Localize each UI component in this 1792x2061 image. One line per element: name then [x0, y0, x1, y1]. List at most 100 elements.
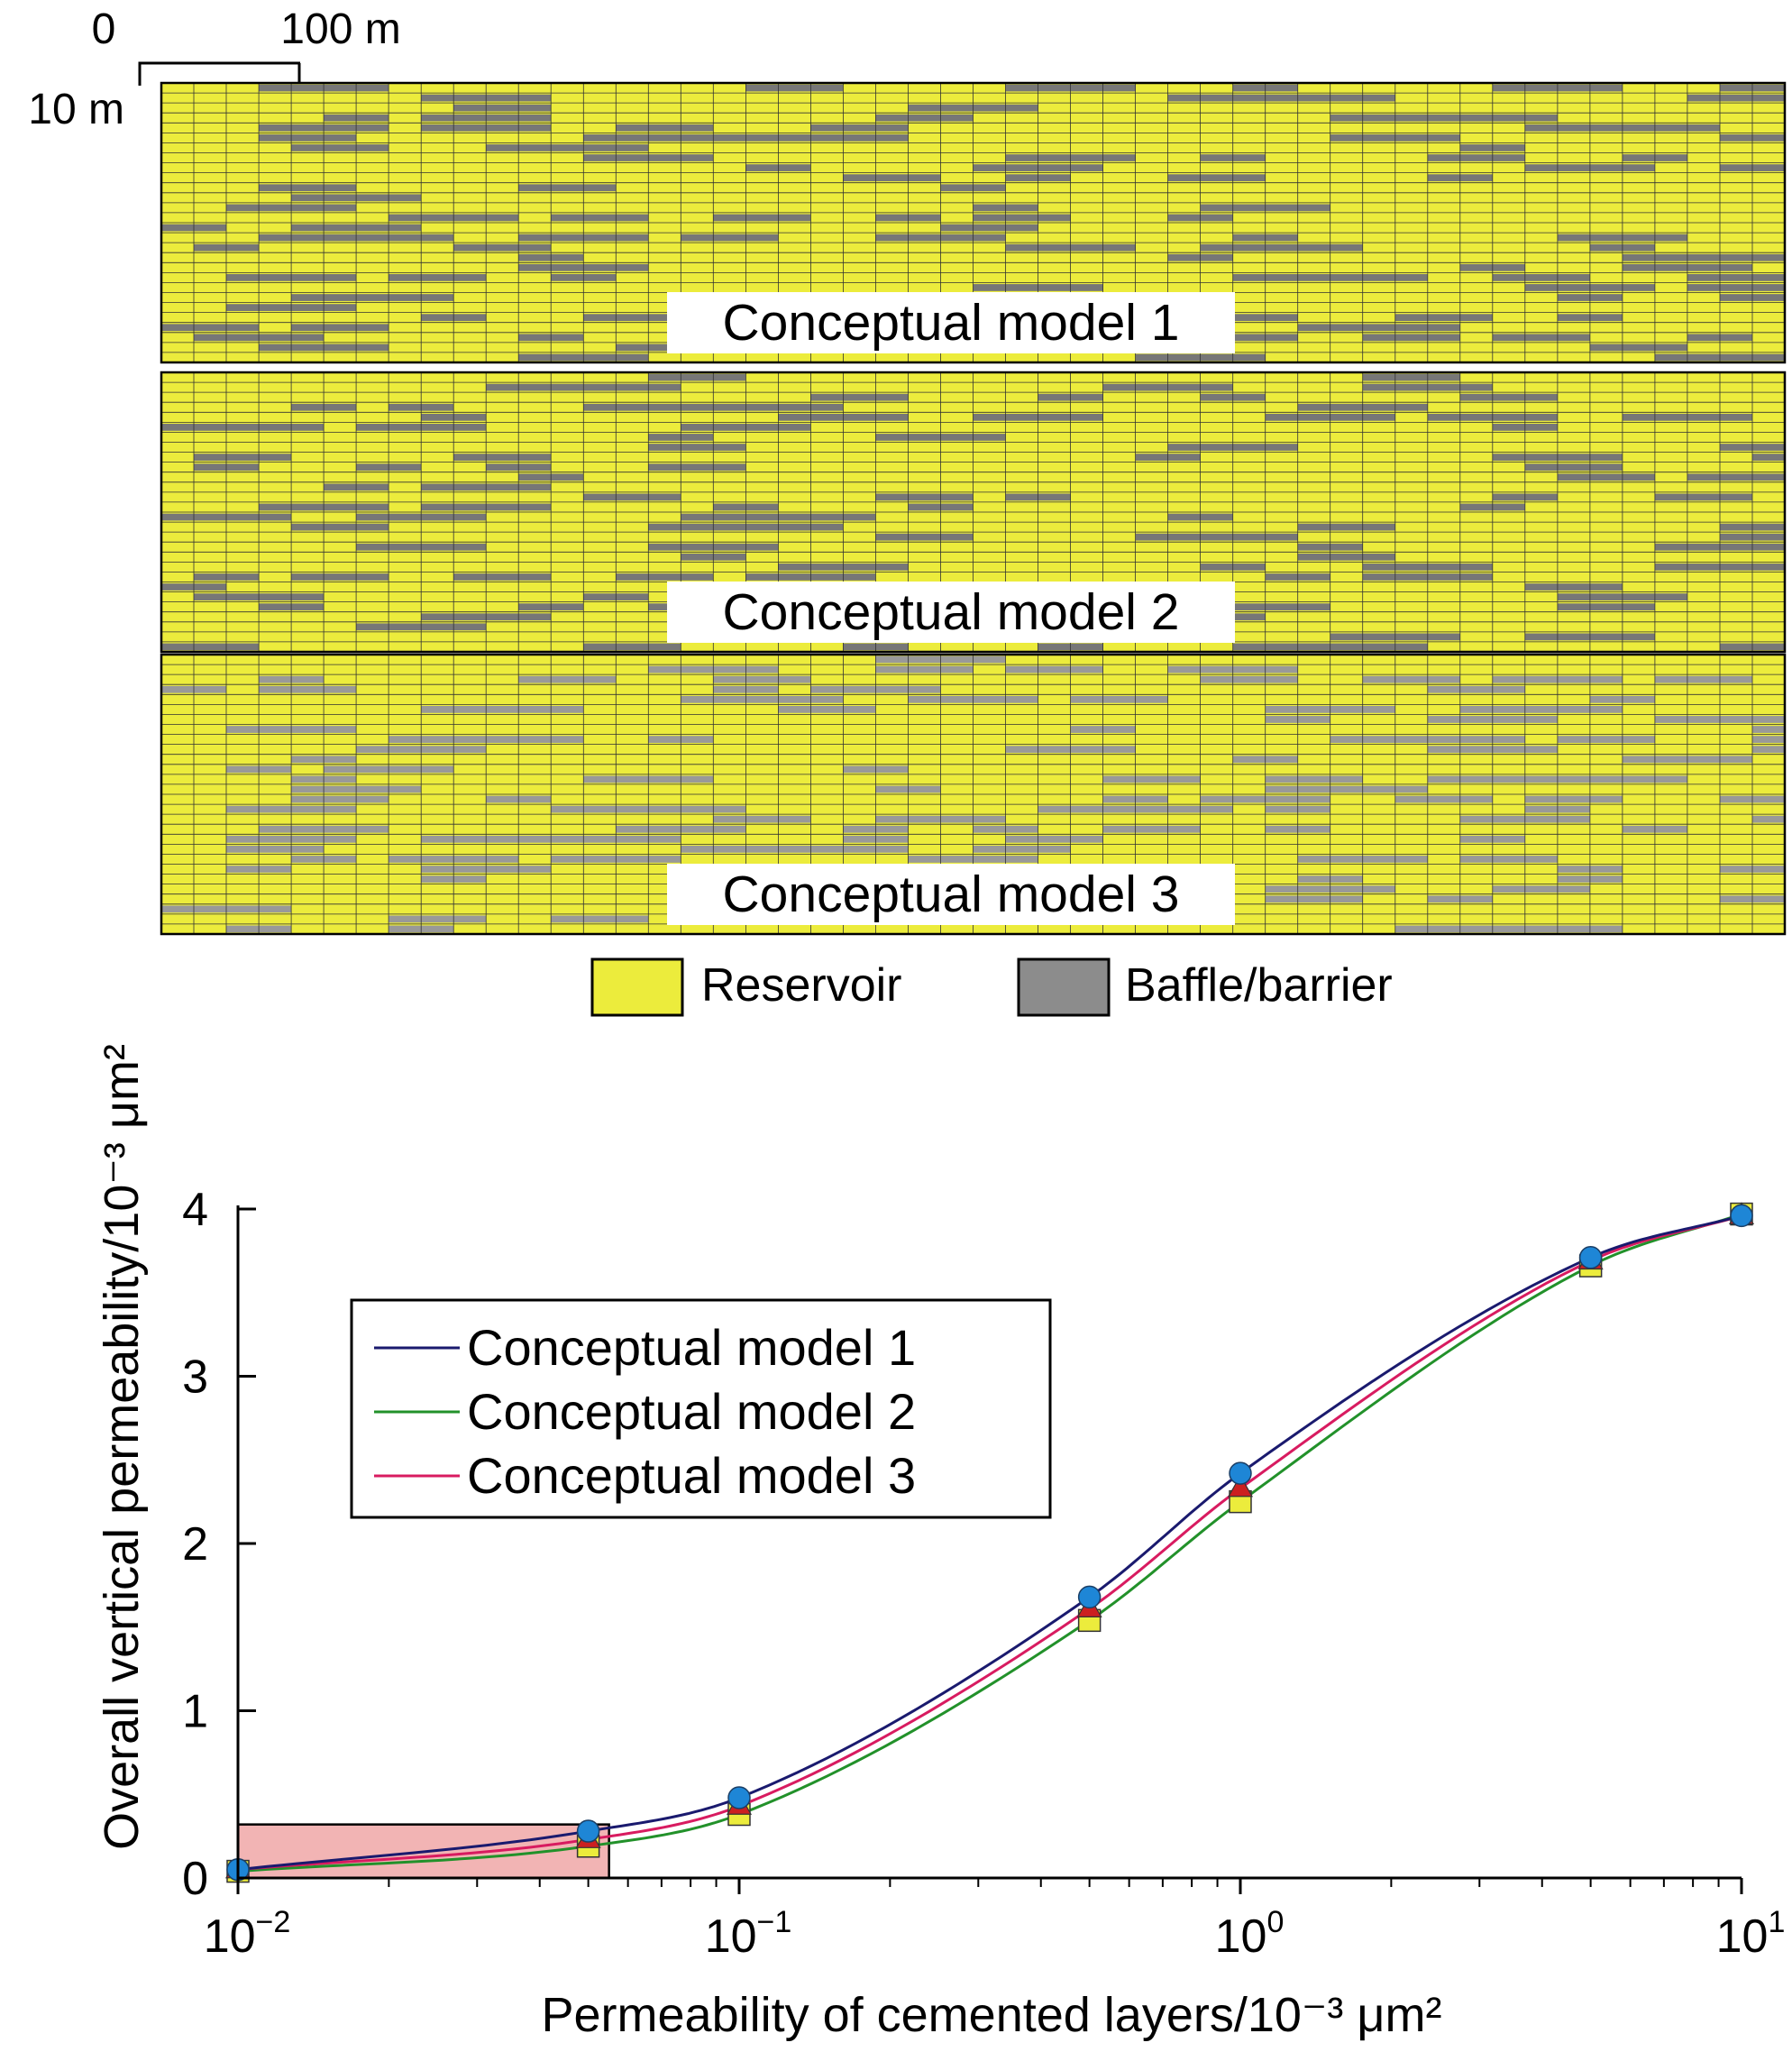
baffle-bar — [583, 643, 681, 651]
y-axis-label: Overall vertical permeability/10⁻³ μm² — [95, 1044, 149, 1850]
baffle-bar — [1297, 553, 1395, 561]
baffle-bar — [1557, 603, 1655, 611]
baffle-bar — [259, 184, 357, 192]
baffle-bar — [648, 463, 746, 472]
baffle-bar — [389, 274, 487, 281]
scale-height-label: 10 m — [28, 86, 124, 133]
baffle-bar — [713, 815, 811, 823]
x-tick-label: 101 — [1716, 1905, 1786, 1963]
baffle-bar — [161, 324, 260, 332]
baffle-bar — [1394, 314, 1493, 322]
y-ticks: 0 1 2 3 4 — [182, 1184, 256, 1905]
axes — [236, 1205, 1742, 1880]
data-point-model-1 — [576, 1819, 600, 1843]
baffle-bar — [875, 533, 974, 541]
data-point-model-1 — [1229, 1461, 1252, 1485]
baffle-bar — [1297, 523, 1395, 531]
baffle-bar — [1492, 274, 1590, 281]
baffle-bar — [1265, 895, 1363, 903]
baffle-bar — [1524, 706, 1623, 713]
baffle-bar — [1362, 334, 1460, 342]
reservoir-swatch — [590, 957, 684, 1017]
data-point-model-1 — [1730, 1204, 1753, 1228]
baffle-bar — [1687, 284, 1785, 291]
model-label: Conceptual model 2 — [723, 583, 1180, 641]
baffle-bar — [389, 915, 487, 923]
data-point-model-1 — [1077, 1585, 1102, 1609]
conceptual-models: Conceptual model 1 Conceptual model 2 Conc… — [160, 81, 1787, 936]
baffle-bar — [648, 444, 746, 451]
legend-label-3: Conceptual model 3 — [467, 1447, 916, 1504]
scale-bar: 0 100 m 10 m — [28, 5, 400, 133]
baffle-bar — [1200, 314, 1298, 322]
baffle-bar — [583, 493, 681, 501]
baffle-bar — [1232, 643, 1330, 651]
baffle-bar — [1459, 856, 1558, 863]
baffle-bar — [1751, 253, 1785, 261]
reservoir-label: Reservoir — [701, 959, 902, 1012]
y-tick-label: 2 — [182, 1518, 208, 1571]
panel-border — [160, 371, 1787, 654]
baffle-bar — [810, 124, 909, 132]
baffle-bar — [1751, 736, 1785, 743]
y-tick-label: 3 — [182, 1351, 208, 1404]
baffle-bar — [1751, 453, 1785, 461]
baffle-bar — [1654, 675, 1752, 683]
baffle-bar — [291, 324, 389, 332]
baffle-bar — [1427, 154, 1525, 161]
baffle-bar — [453, 104, 552, 112]
x-tick-label: 10−2 — [204, 1905, 291, 1963]
baffle-bar — [778, 706, 876, 713]
baffle-bar — [259, 134, 357, 142]
baffle-bar — [259, 234, 357, 242]
baffle-bar — [648, 373, 746, 381]
baffle-bar — [1102, 775, 1201, 783]
baffle-bar — [810, 393, 909, 401]
baffle-bar — [551, 144, 649, 151]
y-tick-label: 4 — [182, 1184, 208, 1236]
baffle-bar — [875, 493, 974, 501]
baffle-bar — [226, 846, 325, 853]
baffle-bar — [616, 573, 714, 581]
baffle-bar — [1589, 344, 1687, 352]
baffle-bar — [518, 675, 617, 683]
baffle-bar — [1394, 795, 1493, 803]
baffle-bar — [1557, 473, 1655, 481]
baffle-bar — [1524, 925, 1623, 933]
scale-length-label: 100 m — [280, 5, 400, 53]
y-tick-label: 1 — [182, 1686, 208, 1738]
y-tick-label: 0 — [182, 1853, 208, 1905]
baffle-bar — [1362, 675, 1460, 683]
baffle-bar — [616, 124, 714, 132]
baffle-bar — [1297, 94, 1395, 102]
baffle-bar — [518, 184, 617, 192]
data-point-model-3 — [1227, 1474, 1254, 1498]
baffle-bar — [291, 523, 389, 531]
model-label: Conceptual model 1 — [723, 294, 1180, 352]
baffle-bar — [1427, 685, 1525, 693]
baffle-bar — [713, 214, 811, 222]
baffle-bar — [356, 234, 454, 242]
baffle-bar — [1687, 274, 1785, 281]
baffle-bar — [1751, 726, 1785, 733]
baffle-bar — [1167, 174, 1266, 182]
model-panel-1: Conceptual model 1 — [160, 81, 1787, 364]
baffle-bar — [1557, 736, 1655, 743]
baffle-bar — [745, 695, 844, 703]
model-label-background — [667, 292, 1235, 353]
model-label-background — [667, 582, 1235, 643]
baffle-bar — [940, 224, 1038, 232]
baffle-bar — [1492, 885, 1590, 893]
legend-label-2: Conceptual model 2 — [467, 1383, 916, 1440]
baffle-bar — [1265, 775, 1363, 783]
x-ticks: 10−2 10−1 100 101 — [204, 1878, 1786, 1963]
baffle-bar — [1005, 665, 1103, 673]
model-label: Conceptual model 3 — [723, 866, 1180, 923]
baffle-bar — [259, 685, 357, 693]
baffle-bar — [1200, 675, 1298, 683]
baffle-bar — [551, 214, 649, 222]
baffle-bar — [1330, 643, 1428, 651]
baffle-bar — [291, 795, 389, 803]
baffle-bar — [681, 846, 779, 853]
